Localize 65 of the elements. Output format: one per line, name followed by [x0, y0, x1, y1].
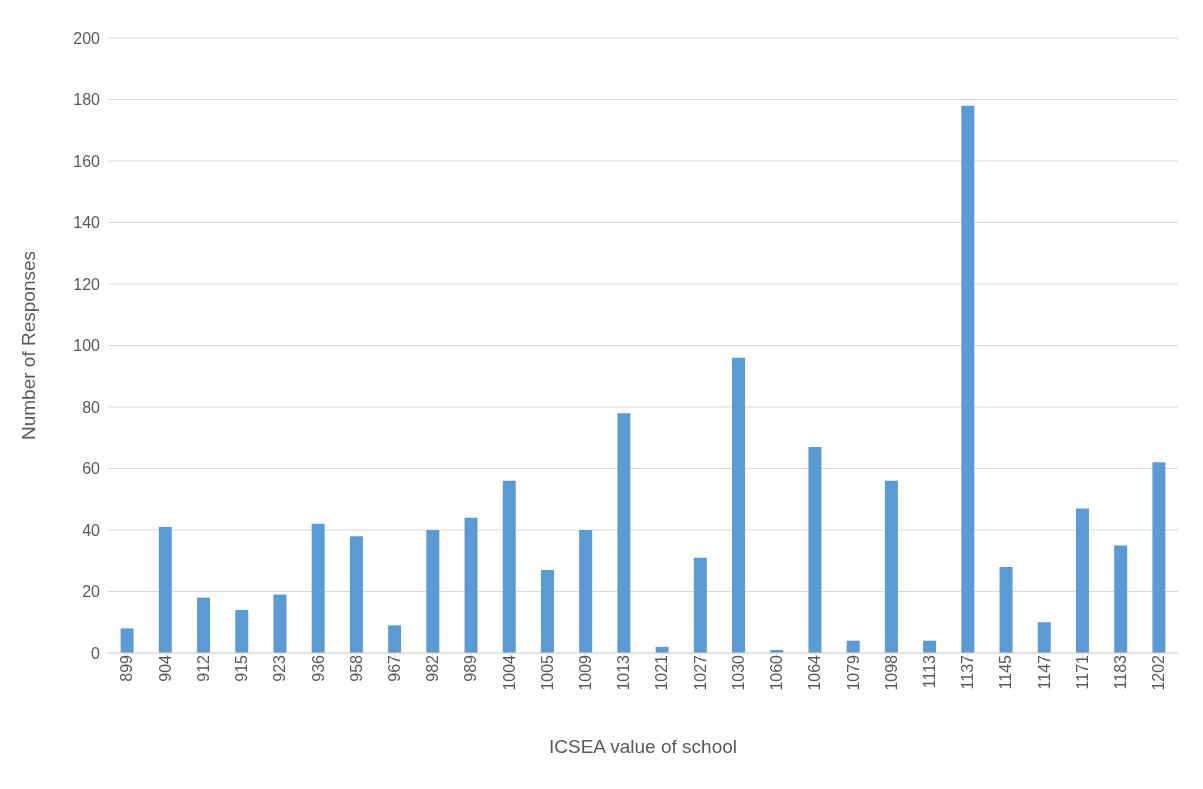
x-tick-label: 915	[233, 654, 251, 682]
bar	[999, 566, 1013, 653]
y-tick-label: 100	[73, 337, 101, 355]
bar	[1152, 462, 1166, 653]
bar	[349, 536, 363, 653]
bar	[1075, 508, 1089, 653]
x-tick-label: 1030	[729, 654, 747, 691]
x-tick-label: 967	[385, 654, 403, 682]
y-tick-label: 80	[82, 398, 101, 416]
y-tick-label: 60	[82, 460, 101, 478]
y-tick-label: 180	[73, 91, 101, 109]
bar	[388, 625, 402, 653]
bar	[235, 609, 249, 653]
bar	[197, 597, 211, 653]
bar	[426, 530, 440, 653]
y-axis-title: Number of Responses	[17, 250, 39, 441]
x-tick-label: 899	[118, 654, 136, 682]
x-tick-label: 1021	[653, 654, 671, 691]
bar	[579, 530, 593, 653]
x-tick-label: 904	[156, 654, 174, 682]
x-tick-label: 1202	[1150, 654, 1168, 691]
x-axis-title: ICSEA value of school	[549, 736, 737, 757]
x-tick-label: 1060	[768, 654, 786, 691]
y-tick-label: 120	[73, 275, 101, 293]
x-tick-label: 1079	[844, 654, 862, 691]
bar	[617, 413, 631, 653]
y-tick-label: 200	[73, 29, 101, 47]
x-tick-label: 1113	[920, 654, 938, 689]
x-tick-label: 982	[424, 654, 442, 682]
x-tick-label: 1098	[882, 654, 900, 691]
y-tick-label: 20	[82, 583, 101, 601]
x-tick-label: 1013	[615, 654, 633, 691]
x-tick-label: 912	[194, 654, 212, 682]
x-tick-label: 1027	[691, 654, 709, 691]
bar	[808, 446, 822, 653]
x-tick-label: 936	[309, 654, 327, 682]
x-tick-label: 1009	[577, 654, 595, 691]
x-tick-label: 958	[347, 654, 365, 682]
x-tick-label: 923	[271, 654, 289, 682]
y-tick-label: 0	[91, 644, 101, 662]
bar	[120, 628, 134, 653]
bar	[884, 480, 898, 653]
bar	[1114, 545, 1128, 653]
bar	[273, 594, 287, 653]
x-tick-label: 1183	[1112, 654, 1130, 690]
y-tick-label: 40	[82, 521, 101, 539]
x-tick-label: 1005	[538, 654, 556, 691]
x-tick-label: 1145	[997, 654, 1015, 690]
x-tick-label: 1147	[1035, 654, 1053, 690]
x-tick-label: 1004	[500, 654, 518, 691]
bar	[502, 480, 516, 653]
x-tick-label: 1171	[1073, 654, 1091, 690]
bar	[464, 517, 478, 653]
x-tick-label: 1137	[959, 654, 977, 690]
x-tick-label: 989	[462, 654, 480, 682]
bar	[961, 105, 975, 653]
bar	[540, 569, 554, 653]
bar	[732, 357, 746, 653]
y-tick-label: 140	[73, 214, 101, 232]
x-tick-label: 1064	[806, 654, 824, 691]
bar	[158, 526, 172, 653]
y-tick-label: 160	[73, 152, 101, 170]
bar	[1037, 622, 1051, 653]
bar	[693, 557, 707, 653]
bar	[311, 523, 325, 653]
